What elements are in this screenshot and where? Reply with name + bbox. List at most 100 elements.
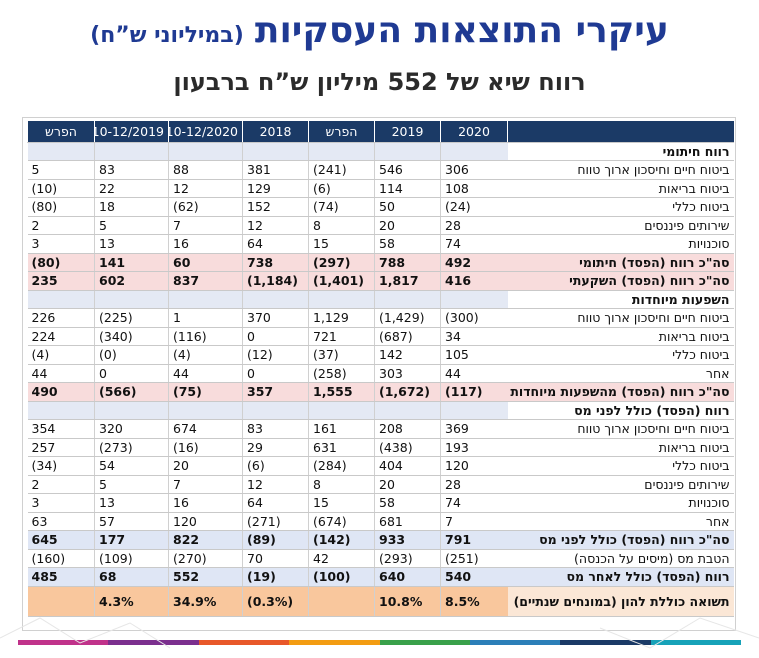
row-label: ביטוח כללי bbox=[507, 345, 734, 365]
value-cell: (24) bbox=[440, 197, 508, 217]
title-unit: (במיליוני ש”ח) bbox=[90, 23, 244, 48]
table-row: ביטוח כללי (24) 50 (74) 152 (62) 18 (80) bbox=[27, 197, 734, 217]
value-cell: 2 bbox=[27, 216, 95, 235]
value-cell: (74) bbox=[308, 197, 375, 217]
value-cell: 837 bbox=[168, 271, 243, 291]
value-cell: (340) bbox=[94, 327, 169, 346]
table-row: שירותים פיננסים 28 20 8 12 7 5 2 bbox=[27, 216, 734, 235]
value-cell: 20 bbox=[374, 475, 441, 494]
bottom-color-bar bbox=[18, 640, 741, 645]
value-cell: 88 bbox=[168, 160, 243, 180]
row-label: רווח חיתומי bbox=[507, 142, 734, 161]
value-cell: 12 bbox=[168, 179, 243, 198]
value-cell bbox=[374, 401, 441, 420]
value-cell bbox=[308, 142, 375, 161]
value-cell: 416 bbox=[440, 271, 508, 291]
table-row: ביטוח כללי 105 142 (37) (12) (4) (0) (4) bbox=[27, 345, 734, 365]
value-cell: 1,817 bbox=[374, 271, 441, 291]
value-cell: 63 bbox=[27, 512, 95, 531]
value-cell: 57 bbox=[94, 512, 169, 531]
value-cell bbox=[242, 290, 309, 309]
value-cell: (10) bbox=[27, 179, 95, 198]
value-cell: 15 bbox=[308, 234, 375, 254]
total-row: סה"כ רווח (הפסד) מהשפעות מיוחדות (117) (1,… bbox=[27, 382, 734, 402]
value-cell: 64 bbox=[242, 493, 309, 513]
value-cell: 64 bbox=[242, 234, 309, 254]
value-cell: 721 bbox=[308, 327, 375, 346]
value-cell: 120 bbox=[440, 456, 508, 476]
row-label: רווח (הפסד) כולל לאחר מס bbox=[507, 567, 734, 587]
value-cell: 0 bbox=[94, 364, 169, 383]
value-cell: (75) bbox=[168, 382, 243, 402]
value-cell: 1,555 bbox=[308, 382, 375, 402]
header-cell: הפרש bbox=[27, 121, 95, 143]
value-cell: 83 bbox=[94, 160, 169, 180]
value-cell: 681 bbox=[374, 512, 441, 531]
value-cell: 369 bbox=[440, 419, 508, 439]
value-cell: 105 bbox=[440, 345, 508, 365]
value-cell: (1,672) bbox=[374, 382, 441, 402]
value-cell: 357 bbox=[242, 382, 309, 402]
row-label: סה"כ רווח (הפסד) חיתומי bbox=[507, 253, 734, 272]
value-cell: 822 bbox=[168, 530, 243, 550]
row-label: השפעות מיוחדות bbox=[507, 290, 734, 309]
total-row: סה"כ רווח (הפסד) כולל לפני מס 791 933 (142)… bbox=[27, 530, 734, 550]
color-segment bbox=[108, 640, 199, 645]
row-label: ביטוח חיים וחיסכון ארוך טווח bbox=[507, 308, 734, 328]
value-cell: (16) bbox=[168, 438, 243, 457]
section-row: רווח (הפסד) כולל לפני מס bbox=[27, 401, 734, 420]
value-cell: (80) bbox=[27, 197, 95, 217]
row-label: שירותים פיננסים bbox=[507, 216, 734, 235]
color-segment bbox=[289, 640, 380, 645]
header-cell: 10-12/2020 bbox=[168, 121, 243, 143]
value-cell: 20 bbox=[374, 216, 441, 235]
section-row: רווח חיתומי bbox=[27, 142, 734, 161]
value-cell: 44 bbox=[168, 364, 243, 383]
value-cell: (6) bbox=[308, 179, 375, 198]
value-cell: (270) bbox=[168, 549, 243, 568]
value-cell: (293) bbox=[374, 549, 441, 568]
value-cell: 2 bbox=[27, 475, 95, 494]
row-label: סה"כ רווח (הפסד) כולל לפני מס bbox=[507, 530, 734, 550]
color-segment bbox=[469, 640, 561, 645]
value-cell: 306 bbox=[440, 160, 508, 180]
value-cell: 28 bbox=[440, 216, 508, 235]
value-cell: 16 bbox=[168, 493, 243, 513]
table-row: אחר 7 681 (674) (271) 120 57 63 bbox=[27, 512, 734, 531]
value-cell: 791 bbox=[440, 530, 508, 550]
value-cell bbox=[242, 401, 309, 420]
value-cell: 70 bbox=[242, 549, 309, 568]
value-cell bbox=[440, 142, 508, 161]
value-cell: 12 bbox=[242, 475, 309, 494]
value-cell: 10.8% bbox=[374, 586, 441, 617]
header-cell: 2020 bbox=[440, 121, 508, 143]
value-cell: (12) bbox=[242, 345, 309, 365]
table-row: ביטוח בריאות 193 (438) 631 29 (16) (273) 257 bbox=[27, 438, 734, 457]
value-cell: 404 bbox=[374, 456, 441, 476]
value-cell: 83 bbox=[242, 419, 309, 439]
value-cell: (438) bbox=[374, 438, 441, 457]
value-cell bbox=[308, 586, 375, 617]
row-label: סוכנויות bbox=[507, 493, 734, 513]
value-cell bbox=[374, 142, 441, 161]
value-cell: 0 bbox=[242, 364, 309, 383]
value-cell: (258) bbox=[308, 364, 375, 383]
value-cell: 1 bbox=[168, 308, 243, 328]
value-cell: (687) bbox=[374, 327, 441, 346]
value-cell: 50 bbox=[374, 197, 441, 217]
row-label: ביטוח בריאות bbox=[507, 327, 734, 346]
row-label: ביטוח כללי bbox=[507, 197, 734, 217]
value-cell: 58 bbox=[374, 234, 441, 254]
total-row: סה"כ רווח (הפסד) השקעתי 416 1,817 (1,401) (1… bbox=[27, 271, 734, 291]
value-cell: 18 bbox=[94, 197, 169, 217]
value-cell: (80) bbox=[27, 253, 95, 272]
value-cell: 161 bbox=[308, 419, 375, 439]
value-cell: 933 bbox=[374, 530, 441, 550]
value-cell: 224 bbox=[27, 327, 95, 346]
table-row: ביטוח חיים וחיסכון ארוך טווח 306 546 (241) 3… bbox=[27, 160, 734, 180]
value-cell: (1,429) bbox=[374, 308, 441, 328]
header-cell: הפרש bbox=[308, 121, 375, 143]
value-cell: 3 bbox=[27, 493, 95, 513]
value-cell: 120 bbox=[168, 512, 243, 531]
value-cell: 34.9% bbox=[168, 586, 243, 617]
